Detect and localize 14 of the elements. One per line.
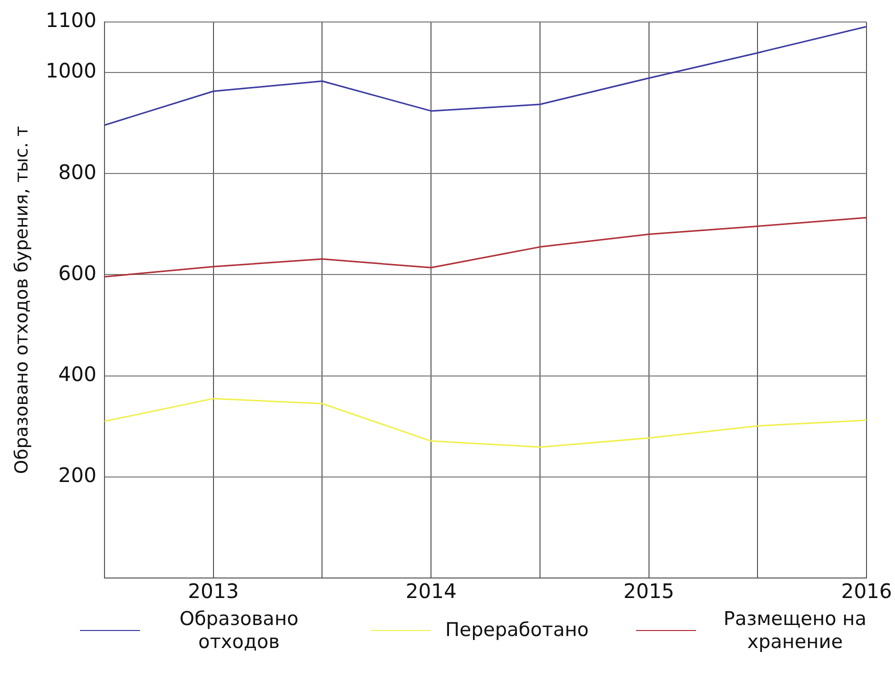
x-tick-label: 2016 xyxy=(841,579,892,604)
x-tick-label: 2014 xyxy=(406,579,457,604)
y-tick-label: 800 xyxy=(58,160,96,184)
y-axis-title: Образовано отходов бурения, тыс. т xyxy=(11,126,32,474)
legend-label: Образовано отходов xyxy=(178,608,300,654)
x-tick-label: 2013 xyxy=(188,579,239,604)
legend-label: Переработано xyxy=(445,619,589,642)
y-tick-label: 1000 xyxy=(46,58,96,83)
y-tick-label: 600 xyxy=(58,260,96,285)
legend-label: Размещено на хранение xyxy=(722,608,868,654)
y-tick-label: 1100 xyxy=(46,8,96,32)
y-tick-label: 400 xyxy=(58,362,96,386)
x-tick-label: 2015 xyxy=(623,579,674,604)
y-tick-label: 200 xyxy=(58,463,96,488)
